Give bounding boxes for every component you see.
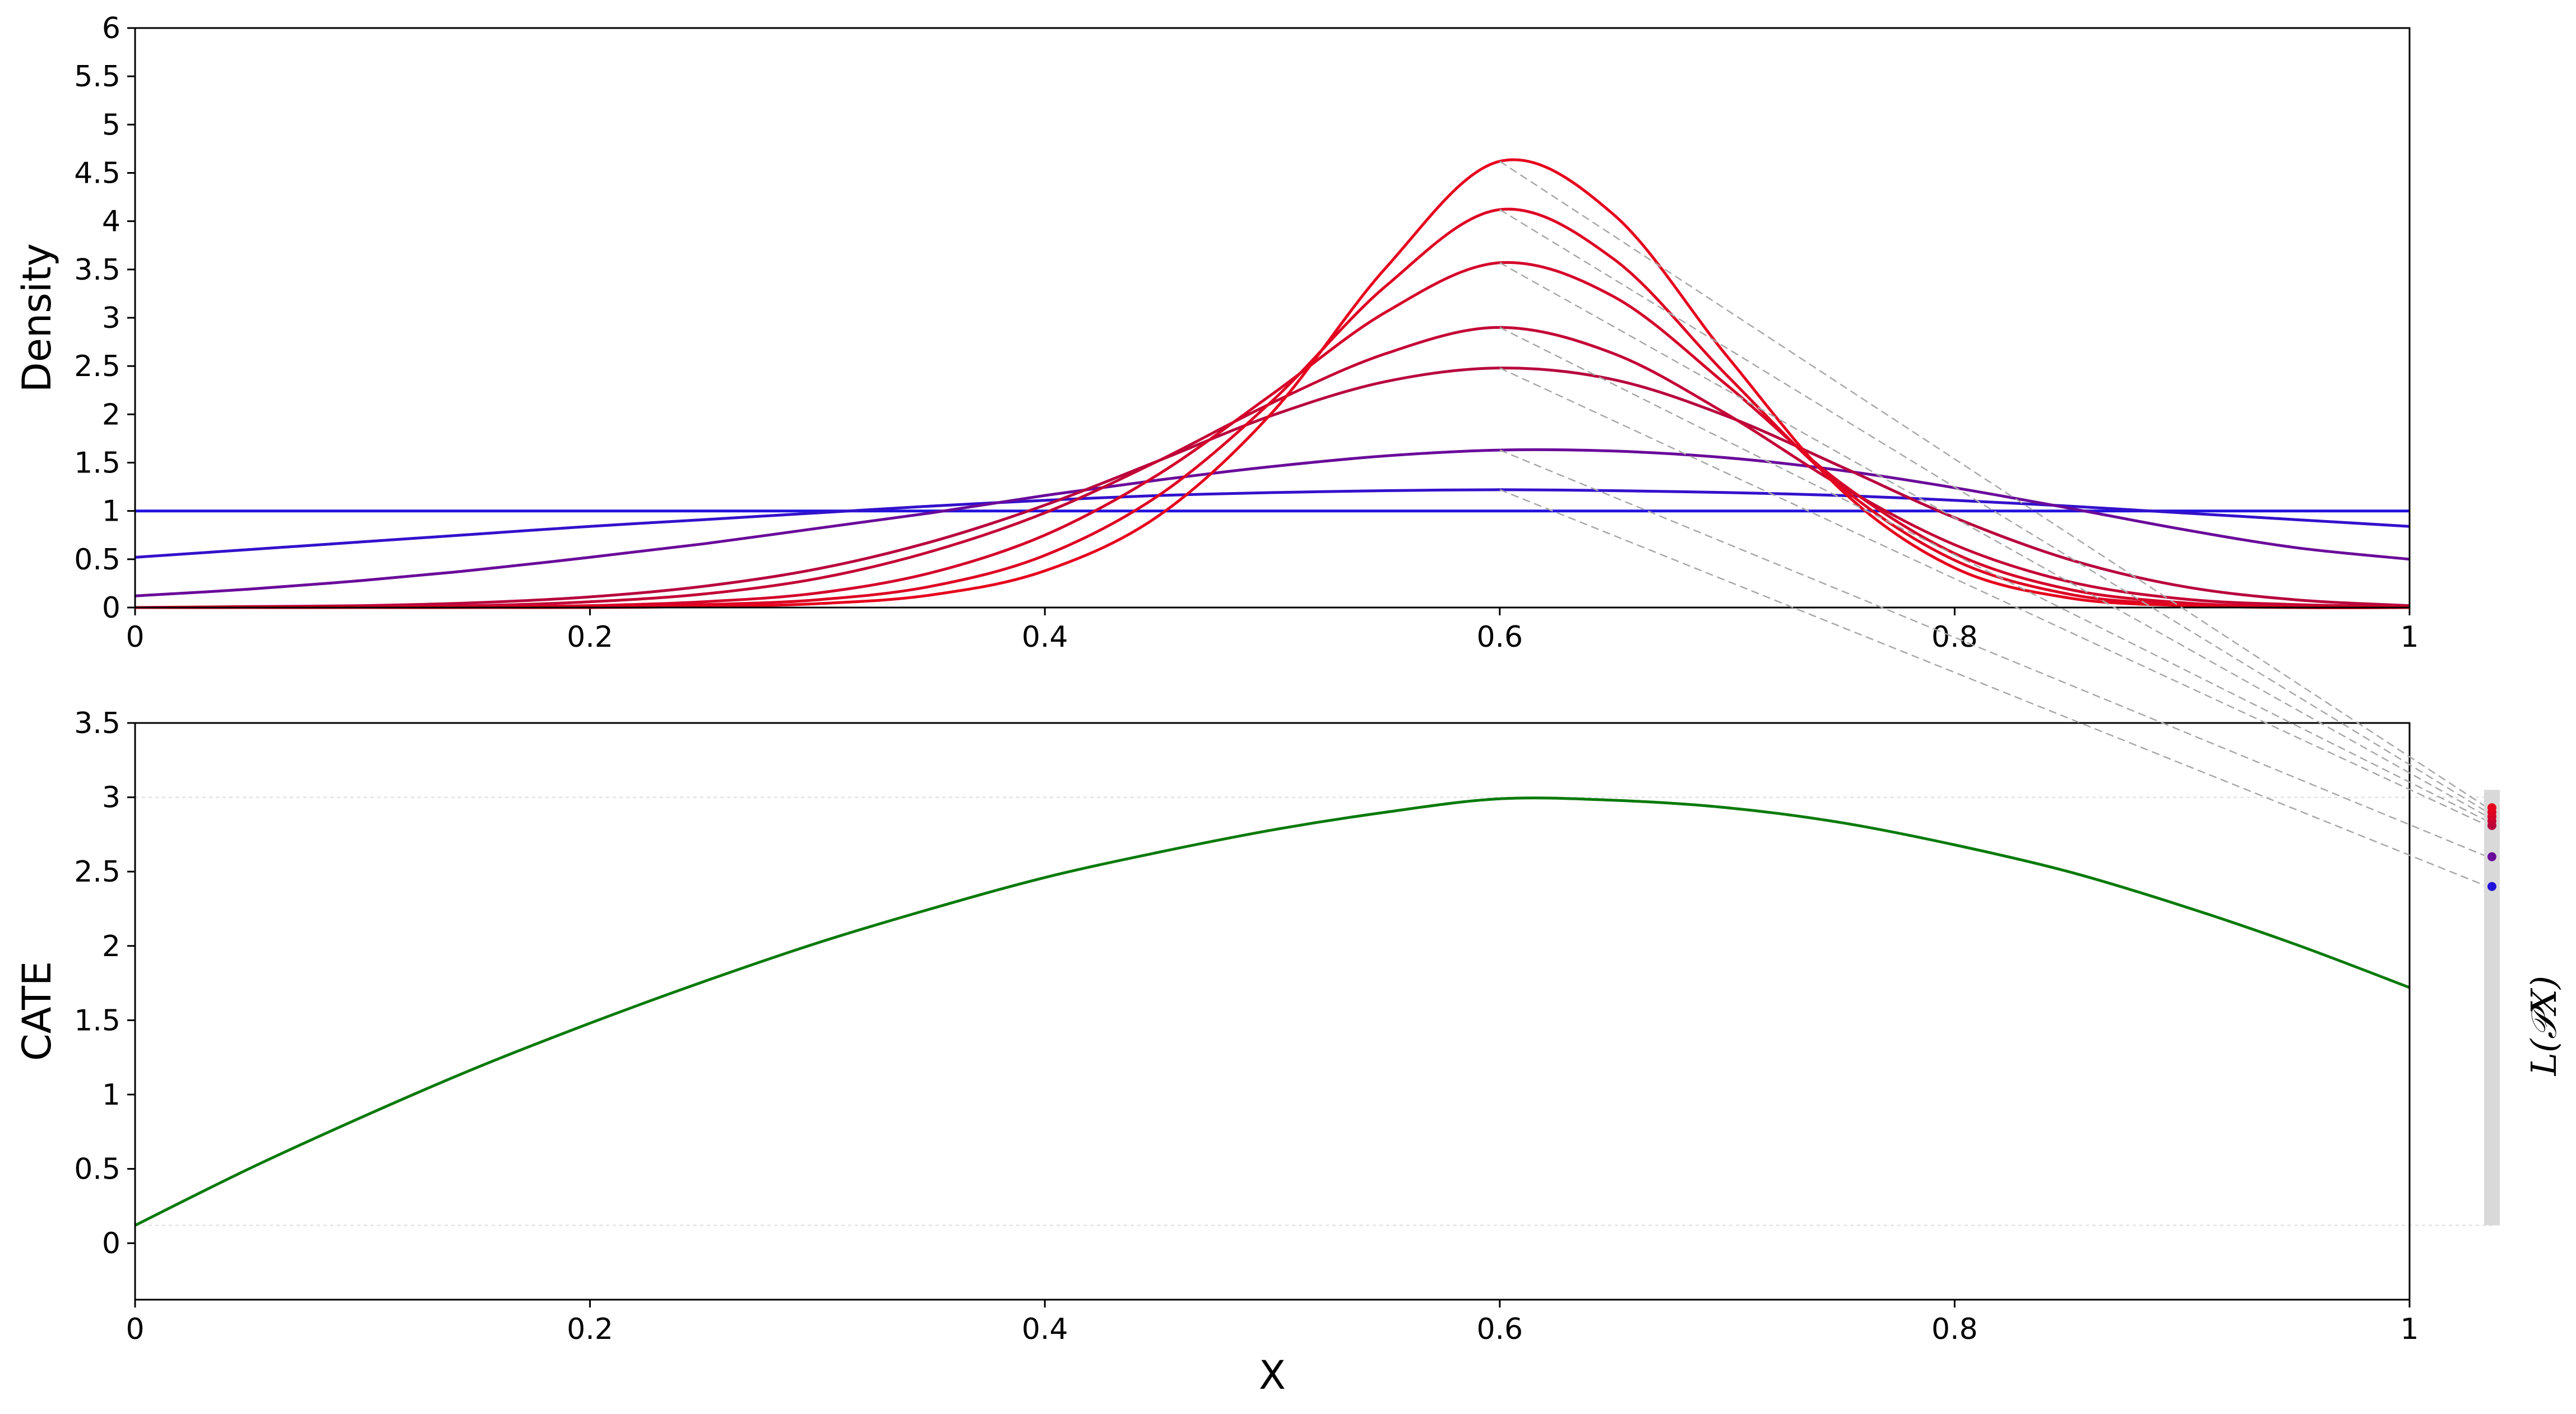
x-tick-label: 0.4	[1022, 1313, 1068, 1346]
y-tick-label: 4	[102, 205, 121, 239]
density-ticks: 0 0.2 0.4 0.6 0.8 1 0 0.5 1 1.5 2 2.5 3 3.5 4 4.5 5 5.5 6	[74, 12, 2419, 654]
y-tick-label: 0	[102, 1227, 121, 1260]
y-tick-label: 0.5	[74, 543, 121, 577]
cate-x-axis-title: X	[1259, 1352, 1286, 1398]
connector-line	[1499, 449, 2488, 857]
density-y-axis-title: Density	[14, 243, 60, 392]
y-tick-label: 2	[102, 930, 121, 963]
y-tick-label: 1	[102, 495, 121, 528]
y-tick-label: 1.5	[74, 1004, 121, 1037]
x-tick-label: 0.8	[1931, 1313, 1978, 1346]
density-plot-frame	[134, 27, 2411, 609]
connector-lines	[1499, 160, 2488, 887]
y-tick-label: 3.5	[74, 707, 121, 740]
x-tick-label: 0	[126, 1313, 144, 1346]
x-tick-label: 1	[2400, 1313, 2419, 1346]
y-tick-label: 2.5	[74, 855, 121, 889]
series-line-2	[135, 448, 2410, 597]
side-bar-track	[2484, 790, 2500, 1226]
cate-panel: 0 0.2 0.4 0.6 0.8 1 0 0.5 1 1.5 2 2.5 3 3.5 CATE X	[14, 707, 2494, 1398]
cate-reference-lines	[135, 796, 2494, 1226]
y-tick-label: 3.5	[74, 253, 121, 287]
x-tick-label: 0.2	[567, 1313, 613, 1346]
side-bar	[2484, 790, 2500, 1226]
side-bar-point	[2487, 882, 2496, 891]
cate-plot-frame	[134, 722, 2411, 1301]
x-tick-label: 1	[2400, 620, 2419, 654]
y-tick-label: 0.5	[74, 1153, 121, 1186]
cate-ticks: 0 0.2 0.4 0.6 0.8 1 0 0.5 1 1.5 2 2.5 3 3.5	[74, 707, 2419, 1346]
y-tick-label: 5.5	[74, 60, 121, 94]
y-tick-label: 6	[102, 12, 121, 45]
series-line-4	[135, 326, 2410, 609]
x-tick-label: 0	[126, 620, 144, 654]
side-bar-label: L(𝒫X)	[2523, 976, 2564, 1076]
connector-line	[1499, 208, 2488, 813]
side-bar-point	[2487, 852, 2496, 861]
x-tick-label: 0.6	[1476, 620, 1523, 654]
y-tick-label: 5	[102, 108, 121, 142]
density-curves	[135, 158, 2410, 609]
side-bar-point	[2487, 803, 2496, 813]
x-tick-label: 0.2	[567, 620, 613, 654]
x-tick-label: 0.6	[1476, 1313, 1523, 1346]
series-line-5	[135, 261, 2410, 609]
cate-y-axis-title: CATE	[14, 961, 60, 1061]
cate-curves	[134, 796, 2410, 1227]
y-tick-label: 3	[102, 302, 121, 335]
y-tick-label: 2	[102, 398, 121, 432]
series-line-7	[135, 158, 2410, 609]
connector-line	[1499, 262, 2488, 818]
connector-line	[1499, 160, 2488, 809]
x-tick-label: 0.4	[1022, 620, 1068, 654]
y-tick-label: 1	[102, 1078, 121, 1112]
density-panel: 0 0.2 0.4 0.6 0.8 100.511.522.533.544.555.56 …	[14, 12, 2419, 654]
series-line-0	[134, 796, 2410, 1227]
y-tick-label: 0	[102, 591, 121, 625]
connector-line	[1499, 489, 2488, 887]
series-line-3	[135, 367, 2410, 609]
y-tick-label: 2.5	[74, 350, 121, 383]
connector-line	[1499, 367, 2488, 827]
series-line-6	[135, 207, 2410, 609]
y-tick-label: 4.5	[74, 157, 121, 191]
series-line-1	[135, 488, 2410, 559]
connector-line	[1499, 327, 2488, 822]
y-tick-label: 3	[102, 781, 121, 815]
x-tick-label: 0.8	[1931, 620, 1978, 654]
y-tick-label: 1.5	[74, 447, 121, 480]
